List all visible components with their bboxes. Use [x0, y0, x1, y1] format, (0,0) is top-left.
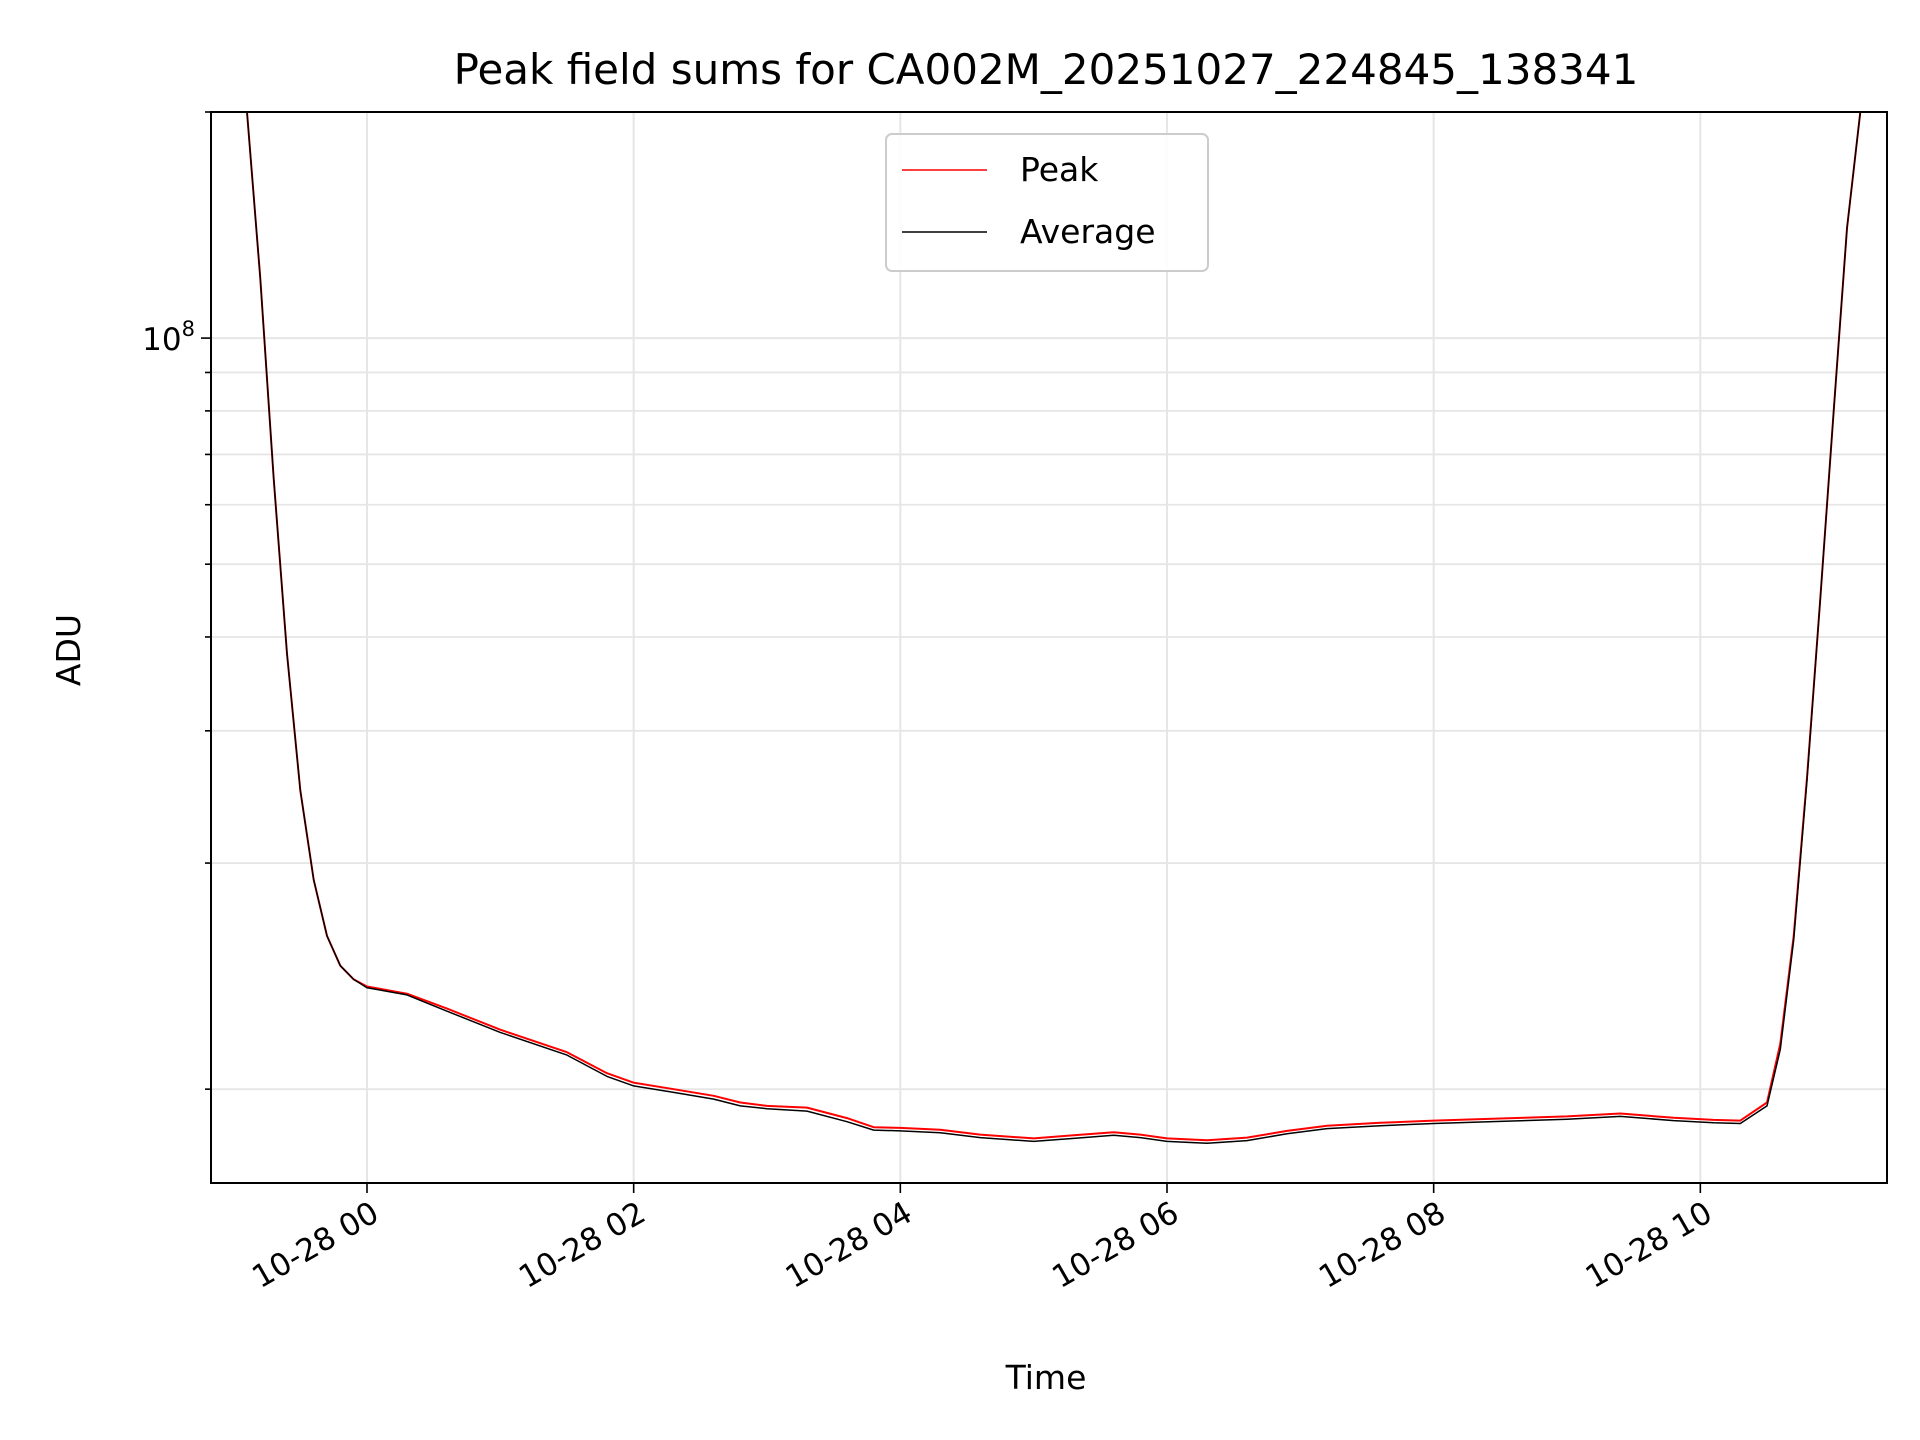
legend: Peak Average — [885, 133, 1209, 272]
legend-peak-label: Peak — [1020, 150, 1099, 189]
x-axis-label: Time — [1005, 1358, 1087, 1397]
y-tick-label: 108 — [142, 317, 195, 358]
plot-frame — [210, 111, 1888, 1184]
plot-lines — [211, 112, 1887, 1145]
chart-title: Peak field sums for CA002M_20251027_2248… — [454, 45, 1639, 94]
legend-average-label: Average — [1020, 212, 1156, 251]
legend-box — [885, 133, 1209, 272]
series-average-line — [211, 112, 1887, 1145]
y-axis-label: ADU — [49, 614, 88, 686]
